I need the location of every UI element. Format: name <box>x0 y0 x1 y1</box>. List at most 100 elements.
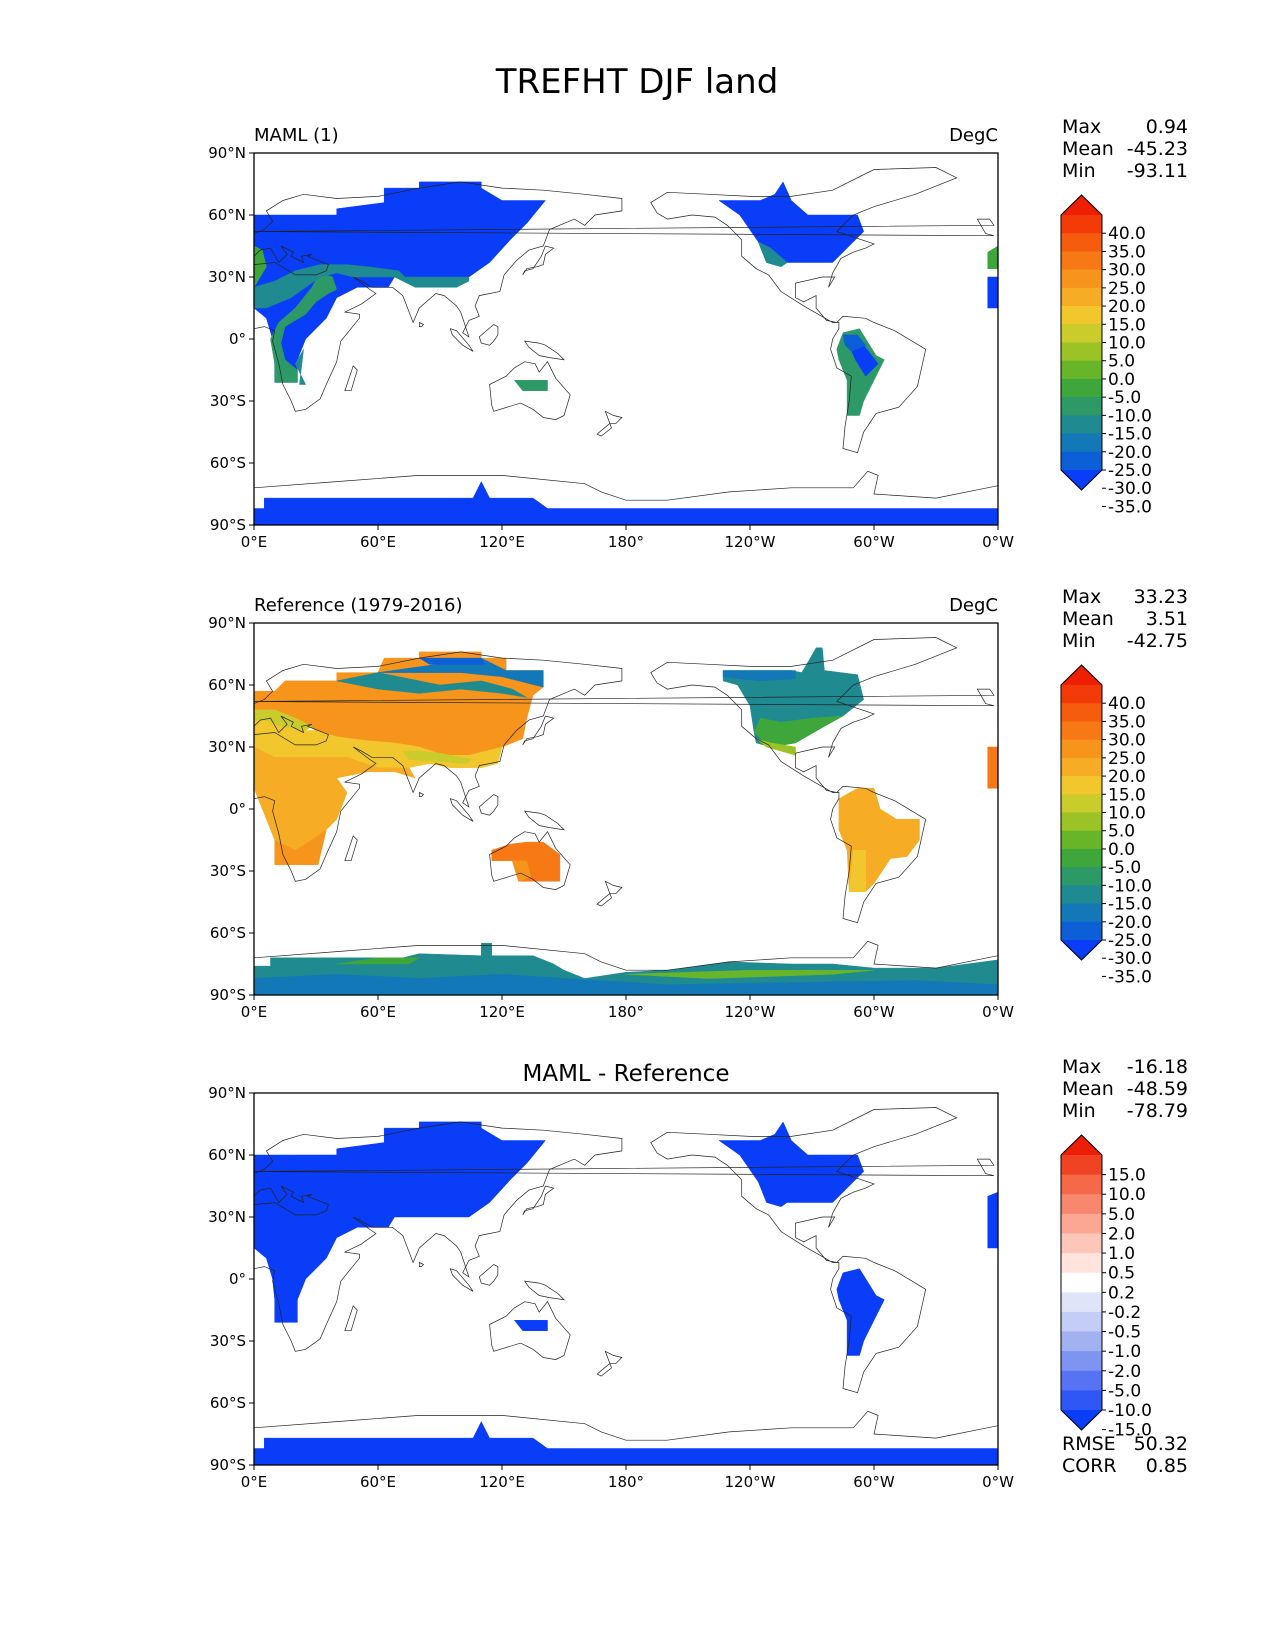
colorbar-tick-label: -30.0 <box>1108 949 1152 969</box>
coastline <box>254 688 995 707</box>
stat-label-corr: CORR <box>1062 1455 1117 1477</box>
stat-label-max: Max <box>1062 116 1101 138</box>
colorbar-tick-label: -20.0 <box>1108 913 1152 933</box>
coastline <box>418 1261 425 1267</box>
colorbar-bin <box>1061 812 1102 832</box>
coastline <box>449 1268 474 1292</box>
coastline <box>254 245 329 276</box>
data-region <box>836 1268 885 1356</box>
x-tick-label: 120°E <box>479 1473 525 1491</box>
x-tick-label: 60°W <box>853 1473 895 1491</box>
colorbar-bin <box>1061 1351 1102 1372</box>
y-tick-label: 0° <box>229 800 246 818</box>
colorbar-bin <box>1061 269 1102 289</box>
data-region <box>336 957 421 965</box>
colorbar-tick-label: -15.0 <box>1108 1421 1152 1441</box>
colorbar-bin <box>1061 1292 1102 1313</box>
colorbar-bin <box>1061 378 1102 398</box>
y-tick-label: 60°S <box>210 924 246 942</box>
y-tick-label: 60°N <box>208 1146 246 1164</box>
coastline <box>254 940 998 995</box>
data-region <box>513 1320 548 1331</box>
coastline <box>489 831 571 890</box>
y-tick-label: 60°S <box>210 454 246 472</box>
x-tick-label: 0°W <box>982 1473 1014 1491</box>
data-region <box>254 974 998 995</box>
colorbar-bin <box>1061 794 1102 813</box>
map-field <box>254 1093 998 1465</box>
data-region <box>987 245 998 269</box>
colorbar-bin <box>1061 721 1102 741</box>
coastline <box>254 1410 998 1465</box>
data-region <box>295 349 307 385</box>
coastline <box>254 218 995 237</box>
coastline <box>254 470 998 525</box>
map-field <box>254 153 998 525</box>
stat-value-max: 0.94 <box>1146 116 1188 138</box>
colorbar-tick-label: -20.0 <box>1108 443 1152 463</box>
coastline <box>489 1301 571 1360</box>
data-region <box>254 1421 998 1465</box>
y-tick-label: 90°S <box>210 1456 246 1474</box>
x-tick-label: 180° <box>608 1473 644 1491</box>
colorbar-extend-max <box>1061 1135 1102 1155</box>
colorbar-tick-label: 20.0 <box>1108 767 1146 787</box>
colorbar-tick-label: -10.0 <box>1108 1401 1152 1421</box>
map-field <box>254 623 998 995</box>
panel-title: MAML - Reference <box>523 1061 730 1087</box>
y-tick-label: 90°N <box>208 144 246 162</box>
y-tick-label: 90°S <box>210 986 246 1004</box>
coastline <box>523 810 565 831</box>
colorbar-tick-label: 0.5 <box>1108 1264 1135 1284</box>
colorbar-bin <box>1061 1174 1102 1195</box>
colorbar-bin <box>1061 324 1102 343</box>
x-tick-label: 120°W <box>725 1003 776 1021</box>
coastline <box>650 167 958 454</box>
colorbar-tick-label: -35.0 <box>1108 497 1152 517</box>
x-tick-label: 0°W <box>982 1003 1014 1021</box>
colorbar-tick-label: 15.0 <box>1108 785 1146 805</box>
stat-value-mean: -45.23 <box>1127 138 1188 160</box>
stat-value-min: -78.79 <box>1127 1100 1188 1122</box>
y-tick-label: 60°S <box>210 1394 246 1412</box>
colorbar-bin <box>1061 451 1102 471</box>
x-tick-label: 120°W <box>725 1473 776 1491</box>
coastline <box>522 1185 555 1216</box>
colorbar-tick-label: -35.0 <box>1108 967 1152 987</box>
data-region <box>402 750 472 764</box>
x-tick-label: 0°E <box>241 1473 268 1491</box>
map-panel-reference: 0°E 60°E 120°E 180° 120°W 60°W 0°W 90°N 60°N 30°N… <box>208 586 1188 1021</box>
x-tick-label: 120°E <box>479 533 525 551</box>
coastline <box>523 340 565 361</box>
colorbar-tick-label: -5.0 <box>1108 388 1141 408</box>
y-tick-label: 30°S <box>210 392 246 410</box>
colorbar-tick-label: 5.0 <box>1108 352 1135 372</box>
colorbar-bin <box>1061 397 1102 416</box>
coastline <box>489 361 571 420</box>
colorbar-difference: 15.010.05.02.01.00.50.2-0.2-0.5-1.0-2.0-… <box>1060 1134 1152 1441</box>
colorbar-tick-label: 30.0 <box>1108 731 1146 751</box>
colorbar-bin <box>1061 251 1102 271</box>
coastline <box>344 1305 358 1332</box>
data-region <box>836 328 885 416</box>
colorbar-tick-label: 15.0 <box>1108 1166 1146 1186</box>
panel-title: MAML (1) <box>254 125 339 146</box>
colorbar-tick-label: -30.0 <box>1108 479 1152 499</box>
colorbar-bin <box>1061 903 1102 923</box>
x-tick-label: 120°E <box>479 1003 525 1021</box>
panel-units: DegC <box>949 125 998 146</box>
colorbar-tick-label: 5.0 <box>1108 1205 1135 1225</box>
colorbar-extend-min <box>1061 1410 1102 1430</box>
stat-label-min: Min <box>1062 630 1096 652</box>
colorbar-bin <box>1061 1233 1102 1254</box>
colorbar-extend-max <box>1061 665 1102 685</box>
colorbar-tick-label: -0.2 <box>1108 1303 1141 1323</box>
colorbar-bin <box>1061 360 1102 380</box>
x-tick-label: 60°W <box>853 1003 895 1021</box>
colorbar-tick-label: 0.2 <box>1108 1283 1135 1303</box>
data-region <box>987 1191 998 1249</box>
x-tick-label: 0°E <box>241 1003 268 1021</box>
colorbar-tick-label: 5.0 <box>1108 822 1135 842</box>
colorbar-bin <box>1061 342 1102 362</box>
colorbar-tick-label: -1.0 <box>1108 1342 1141 1362</box>
